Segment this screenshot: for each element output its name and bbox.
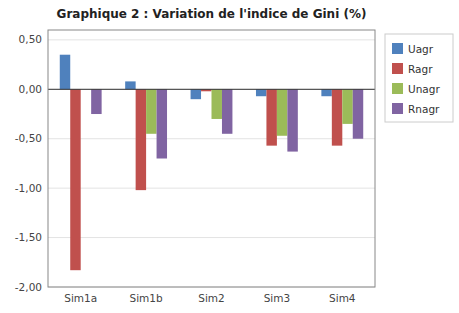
chart: Graphique 2 : Variation de l'indice de G… bbox=[0, 0, 459, 313]
bar bbox=[277, 89, 287, 135]
legend-swatch bbox=[392, 103, 403, 114]
bar bbox=[191, 89, 201, 99]
grid-line bbox=[48, 89, 375, 90]
legend-label: Rnagr bbox=[408, 103, 440, 115]
bar bbox=[287, 89, 297, 151]
y-tick-label: -2,00 bbox=[15, 281, 42, 293]
plot-background bbox=[48, 30, 375, 287]
bar bbox=[353, 89, 363, 138]
grid-line bbox=[48, 237, 375, 238]
grid-line bbox=[48, 138, 375, 139]
title: Graphique 2 : Variation de l'indice de G… bbox=[57, 7, 367, 21]
y-tick-label: -1,00 bbox=[15, 182, 42, 194]
bar bbox=[342, 89, 352, 124]
bar bbox=[212, 89, 222, 119]
legend-swatch bbox=[392, 43, 403, 54]
legend-label: Ragr bbox=[408, 63, 433, 75]
zero-line bbox=[48, 89, 375, 90]
grid-line bbox=[48, 188, 375, 189]
bar bbox=[146, 89, 156, 133]
bar bbox=[60, 55, 70, 90]
bar bbox=[91, 89, 101, 114]
bar bbox=[266, 89, 276, 145]
plot-frame bbox=[48, 30, 375, 287]
legend-swatch bbox=[392, 83, 403, 94]
x-tick-label: Sim2 bbox=[198, 292, 225, 304]
bars bbox=[60, 55, 363, 270]
x-tick-label: Sim4 bbox=[329, 292, 356, 304]
y-tick-label: -1,50 bbox=[15, 231, 42, 243]
bar bbox=[321, 89, 331, 96]
bar bbox=[332, 89, 342, 145]
bar bbox=[70, 89, 80, 270]
legend: Uagr Ragr Unagr Rnagr bbox=[385, 34, 453, 122]
x-tick-label: Sim1b bbox=[130, 292, 163, 304]
legend-label: Unagr bbox=[408, 83, 440, 95]
bar bbox=[222, 89, 232, 133]
bar bbox=[157, 89, 167, 158]
legend-label: Uagr bbox=[408, 43, 434, 55]
y-tick-label: 0,50 bbox=[19, 33, 42, 45]
legend-swatch bbox=[392, 63, 403, 74]
bar bbox=[136, 89, 146, 190]
x-tick-label: Sim1a bbox=[64, 292, 97, 304]
y-tick-label: 0,00 bbox=[19, 83, 42, 95]
bar bbox=[125, 81, 135, 89]
x-tick-label: Sim3 bbox=[264, 292, 291, 304]
legend-box bbox=[385, 34, 453, 122]
grid-line bbox=[48, 39, 375, 40]
y-tick-label: -0,50 bbox=[15, 132, 42, 144]
bar bbox=[256, 89, 266, 96]
